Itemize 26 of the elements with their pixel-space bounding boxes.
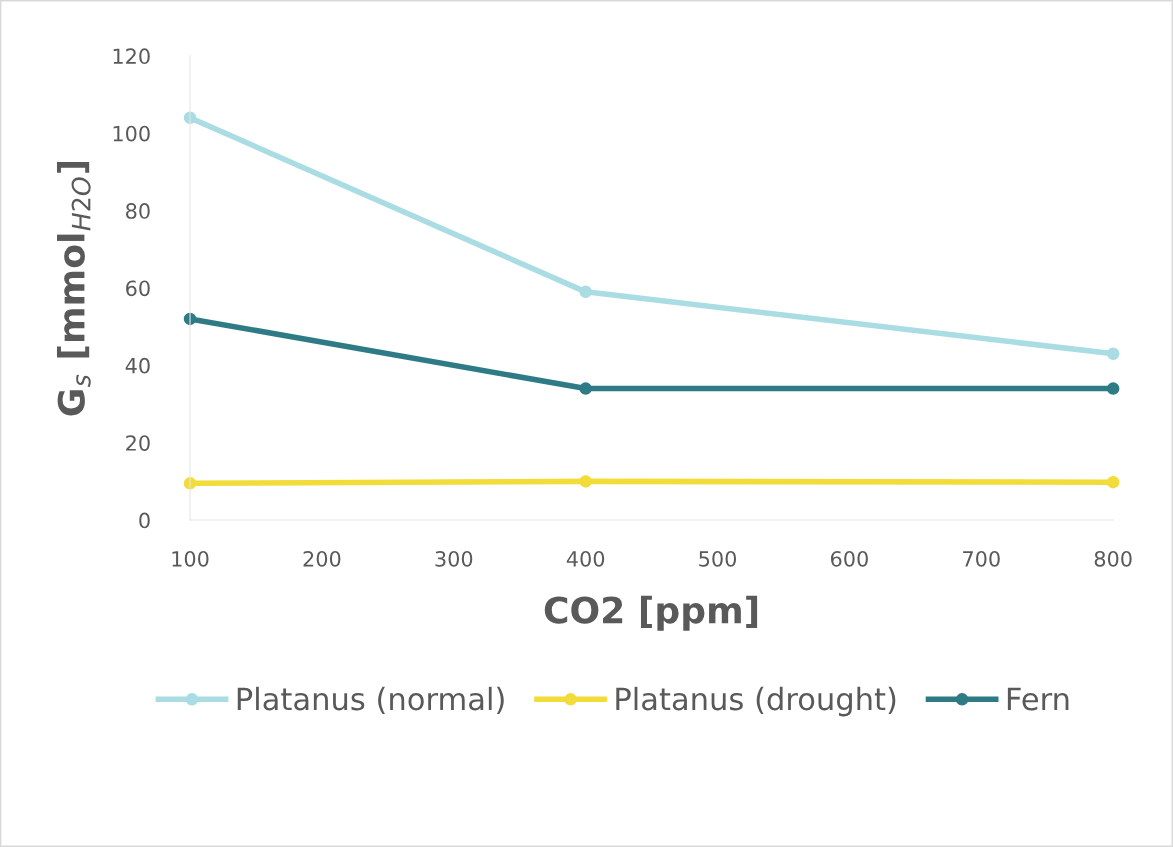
x-tick-label: 300	[435, 550, 473, 567]
y-tick-label: 100	[113, 125, 150, 142]
x-tick-label: 200	[303, 550, 341, 567]
y-tick-label: 60	[126, 280, 150, 297]
x-axis-title: CO2 [ppm]	[544, 595, 758, 631]
legend-label: Platanus (drought)	[616, 686, 896, 717]
point	[1106, 475, 1120, 489]
x-tick-label: 700	[963, 550, 1000, 567]
point	[1106, 382, 1120, 395]
x-tick-label: 100	[172, 550, 209, 567]
y-tick-label: 40	[125, 357, 150, 374]
x-tick-label: 500	[699, 550, 737, 567]
legend-label: Fern	[1007, 687, 1069, 711]
legend-label: Platanus (normal)	[237, 686, 504, 715]
point	[1106, 347, 1120, 360]
point	[579, 475, 592, 488]
y-axis-title: G$_{s}$ [mmol$_{H2O}$]	[56, 161, 91, 416]
y-tick-label: 0	[139, 512, 150, 529]
x-tick-label: 400	[566, 550, 605, 567]
x-tick-label: 600	[830, 550, 868, 567]
y-tick-label: 80	[126, 203, 150, 219]
point	[579, 382, 592, 395]
point	[579, 285, 592, 299]
x-tick-label: 800	[1094, 550, 1132, 567]
y-tick-label: 120	[113, 48, 150, 65]
y-tick-label: 20	[126, 435, 150, 451]
